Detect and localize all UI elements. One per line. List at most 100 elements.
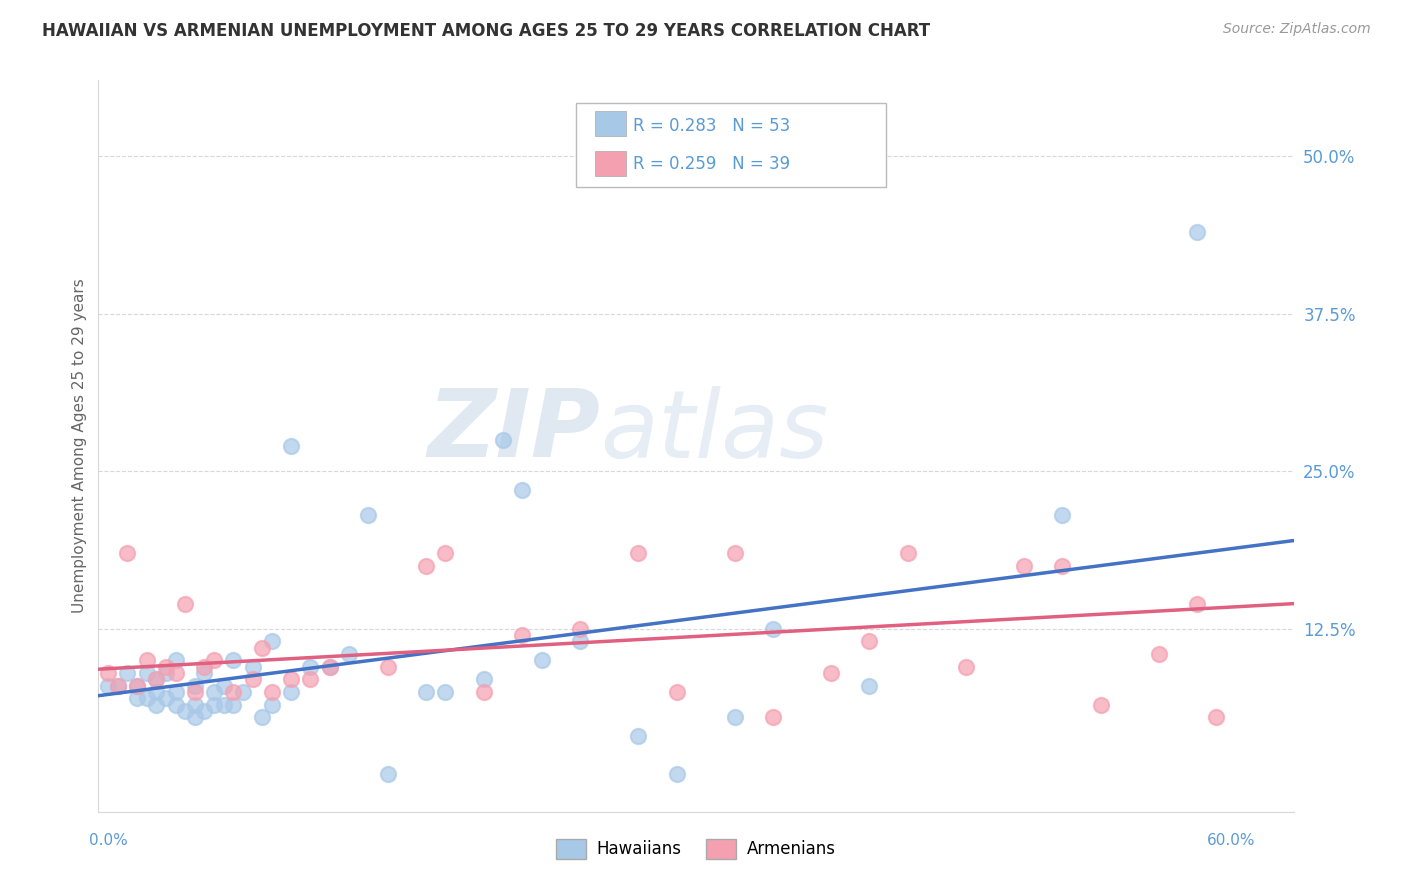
- Point: [319, 659, 342, 673]
- Point: [125, 679, 148, 693]
- Point: [184, 710, 207, 724]
- Point: [897, 546, 920, 560]
- Point: [762, 710, 785, 724]
- Point: [212, 679, 235, 693]
- Point: [193, 665, 215, 680]
- Text: HAWAIIAN VS ARMENIAN UNEMPLOYMENT AMONG AGES 25 TO 29 YEARS CORRELATION CHART: HAWAIIAN VS ARMENIAN UNEMPLOYMENT AMONG …: [42, 22, 931, 40]
- Point: [184, 685, 207, 699]
- Text: R = 0.259   N = 39: R = 0.259 N = 39: [633, 155, 790, 173]
- Point: [280, 439, 302, 453]
- Point: [135, 691, 157, 706]
- Text: ZIP: ZIP: [427, 385, 600, 477]
- Point: [415, 685, 437, 699]
- Point: [1185, 225, 1208, 239]
- Point: [1050, 558, 1073, 573]
- Point: [665, 685, 688, 699]
- Text: R = 0.283   N = 53: R = 0.283 N = 53: [633, 117, 790, 135]
- Point: [125, 691, 148, 706]
- Point: [165, 653, 187, 667]
- Legend: Hawaiians, Armenians: Hawaiians, Armenians: [550, 832, 842, 865]
- Point: [135, 653, 157, 667]
- Point: [492, 433, 515, 447]
- Point: [107, 679, 129, 693]
- Point: [530, 653, 553, 667]
- Point: [472, 685, 495, 699]
- Y-axis label: Unemployment Among Ages 25 to 29 years: Unemployment Among Ages 25 to 29 years: [72, 278, 87, 614]
- Point: [665, 767, 688, 781]
- Point: [252, 640, 274, 655]
- Point: [472, 673, 495, 687]
- Point: [569, 634, 592, 648]
- Point: [357, 508, 380, 523]
- Point: [1050, 508, 1073, 523]
- Point: [174, 597, 197, 611]
- Point: [97, 665, 120, 680]
- Point: [212, 698, 235, 712]
- Point: [1185, 597, 1208, 611]
- Point: [165, 665, 187, 680]
- Point: [222, 698, 245, 712]
- Point: [97, 679, 120, 693]
- Point: [193, 704, 215, 718]
- Point: [512, 483, 534, 497]
- Text: 0.0%: 0.0%: [89, 832, 128, 847]
- Point: [193, 659, 215, 673]
- Point: [762, 622, 785, 636]
- Text: atlas: atlas: [600, 386, 828, 477]
- Point: [117, 546, 139, 560]
- Point: [627, 729, 650, 743]
- Point: [955, 659, 977, 673]
- Point: [232, 685, 254, 699]
- Point: [858, 634, 880, 648]
- Point: [165, 698, 187, 712]
- Point: [299, 659, 322, 673]
- Point: [242, 673, 264, 687]
- Point: [299, 673, 322, 687]
- Point: [155, 665, 177, 680]
- Point: [135, 665, 157, 680]
- Point: [723, 710, 745, 724]
- Point: [125, 679, 148, 693]
- Point: [155, 659, 177, 673]
- Point: [260, 685, 283, 699]
- Point: [117, 665, 139, 680]
- Point: [145, 673, 167, 687]
- Point: [155, 691, 177, 706]
- Point: [434, 546, 457, 560]
- Point: [1012, 558, 1035, 573]
- Point: [319, 659, 342, 673]
- Point: [1147, 647, 1170, 661]
- Point: [202, 698, 225, 712]
- Point: [184, 698, 207, 712]
- Point: [222, 685, 245, 699]
- Point: [260, 634, 283, 648]
- Point: [723, 546, 745, 560]
- Point: [202, 653, 225, 667]
- Point: [184, 679, 207, 693]
- Point: [377, 659, 399, 673]
- Point: [202, 685, 225, 699]
- Point: [222, 653, 245, 667]
- Point: [165, 685, 187, 699]
- Point: [145, 685, 167, 699]
- Point: [820, 665, 842, 680]
- Point: [280, 673, 302, 687]
- Point: [145, 673, 167, 687]
- Point: [260, 698, 283, 712]
- Point: [242, 659, 264, 673]
- Point: [434, 685, 457, 699]
- Point: [174, 704, 197, 718]
- Point: [377, 767, 399, 781]
- Point: [512, 628, 534, 642]
- Point: [107, 679, 129, 693]
- Point: [569, 622, 592, 636]
- Text: 60.0%: 60.0%: [1206, 832, 1256, 847]
- Point: [1090, 698, 1112, 712]
- Point: [280, 685, 302, 699]
- Point: [337, 647, 360, 661]
- Point: [627, 546, 650, 560]
- Point: [1205, 710, 1227, 724]
- Point: [415, 558, 437, 573]
- Text: Source: ZipAtlas.com: Source: ZipAtlas.com: [1223, 22, 1371, 37]
- Point: [145, 698, 167, 712]
